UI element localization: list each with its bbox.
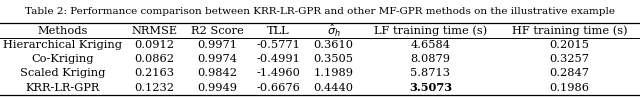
Text: LF training time (s): LF training time (s) — [374, 26, 487, 36]
Text: KRR-LR-GPR: KRR-LR-GPR — [25, 83, 100, 93]
Text: -0.5771: -0.5771 — [256, 40, 300, 50]
Text: -0.6676: -0.6676 — [256, 83, 300, 93]
Text: 0.4440: 0.4440 — [314, 83, 353, 93]
Text: Scaled Kriging: Scaled Kriging — [20, 68, 105, 78]
Text: 0.0912: 0.0912 — [134, 40, 174, 50]
Text: 0.3505: 0.3505 — [314, 54, 353, 64]
Text: NRMSE: NRMSE — [131, 26, 177, 36]
Text: 5.8713: 5.8713 — [410, 68, 451, 78]
Text: -0.4991: -0.4991 — [256, 54, 300, 64]
Text: R2 Score: R2 Score — [191, 26, 244, 36]
Text: 0.2163: 0.2163 — [134, 68, 174, 78]
Text: 0.2847: 0.2847 — [550, 68, 589, 78]
Text: TLL: TLL — [267, 26, 289, 36]
Text: 0.3257: 0.3257 — [550, 54, 589, 64]
Text: 0.9949: 0.9949 — [197, 83, 237, 93]
Text: HF training time (s): HF training time (s) — [512, 26, 627, 36]
Text: Co-Kriging: Co-Kriging — [31, 54, 93, 64]
Text: 0.9842: 0.9842 — [197, 68, 237, 78]
Text: 0.2015: 0.2015 — [550, 40, 589, 50]
Text: 0.9974: 0.9974 — [197, 54, 237, 64]
Text: -1.4960: -1.4960 — [256, 68, 300, 78]
Text: 0.1232: 0.1232 — [134, 83, 174, 93]
Text: Hierarchical Kriging: Hierarchical Kriging — [3, 40, 122, 50]
Text: 4.6584: 4.6584 — [410, 40, 451, 50]
Text: 0.9971: 0.9971 — [197, 40, 237, 50]
Text: 0.0862: 0.0862 — [134, 54, 174, 64]
Text: 8.0879: 8.0879 — [410, 54, 451, 64]
Text: 0.3610: 0.3610 — [314, 40, 353, 50]
Text: 1.1989: 1.1989 — [314, 68, 353, 78]
Text: Methods: Methods — [37, 26, 88, 36]
Text: $\hat{\sigma}_h$: $\hat{\sigma}_h$ — [326, 23, 340, 39]
Text: Table 2: Performance comparison between KRR-LR-GPR and other MF-GPR methods on t: Table 2: Performance comparison between … — [25, 7, 615, 16]
Text: 0.1986: 0.1986 — [550, 83, 589, 93]
Text: 3.5073: 3.5073 — [409, 82, 452, 93]
